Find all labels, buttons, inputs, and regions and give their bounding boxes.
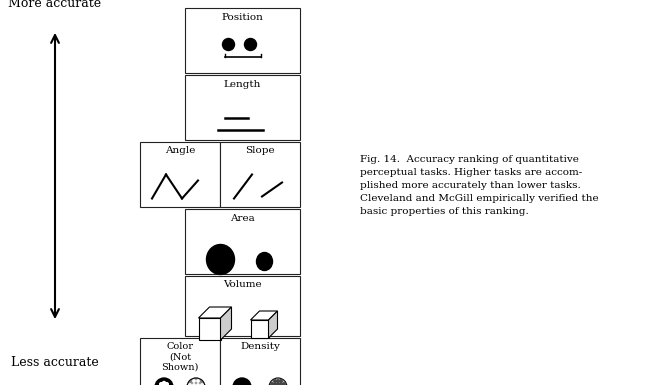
Bar — [250, 320, 269, 338]
Circle shape — [223, 38, 235, 50]
Text: Area: Area — [230, 214, 255, 223]
Circle shape — [269, 378, 287, 385]
Circle shape — [201, 384, 203, 385]
Text: Angle: Angle — [165, 146, 195, 155]
Circle shape — [197, 380, 199, 382]
Text: Slope: Slope — [245, 146, 275, 155]
Circle shape — [162, 382, 166, 385]
Bar — [140, 338, 220, 385]
Polygon shape — [198, 307, 231, 318]
Bar — [220, 338, 300, 385]
Text: Volume: Volume — [223, 280, 261, 289]
Bar — [185, 276, 300, 336]
Circle shape — [233, 378, 251, 385]
Bar — [185, 209, 300, 274]
Circle shape — [187, 378, 205, 385]
Polygon shape — [269, 311, 277, 338]
Text: Length: Length — [224, 80, 261, 89]
Ellipse shape — [256, 253, 273, 271]
Text: Fig. 14.  Accuracy ranking of quantitative: Fig. 14. Accuracy ranking of quantitativ… — [360, 155, 579, 164]
Circle shape — [274, 380, 276, 382]
Circle shape — [274, 383, 276, 385]
Text: Density: Density — [240, 342, 280, 351]
Circle shape — [197, 384, 199, 385]
Circle shape — [277, 380, 279, 382]
Circle shape — [283, 383, 285, 385]
Text: Position: Position — [221, 13, 263, 22]
Ellipse shape — [206, 244, 235, 275]
Text: Color
(Not
Shown): Color (Not Shown) — [162, 342, 198, 372]
Circle shape — [277, 383, 279, 385]
Circle shape — [160, 383, 163, 385]
Bar — [198, 318, 221, 340]
Circle shape — [244, 38, 256, 50]
Text: plished more accurately than lower tasks.: plished more accurately than lower tasks… — [360, 181, 581, 190]
Circle shape — [189, 384, 191, 385]
Bar — [140, 142, 220, 207]
Text: Cleveland and McGill empirically verified the: Cleveland and McGill empirically verifie… — [360, 194, 599, 203]
Circle shape — [280, 383, 283, 385]
Bar — [185, 75, 300, 140]
Circle shape — [280, 380, 283, 382]
Polygon shape — [250, 311, 277, 320]
Polygon shape — [221, 307, 231, 340]
Circle shape — [193, 380, 195, 382]
Bar — [220, 142, 300, 207]
Circle shape — [193, 384, 195, 385]
Text: basic properties of this ranking.: basic properties of this ranking. — [360, 207, 529, 216]
Text: Less accurate: Less accurate — [11, 356, 99, 369]
Circle shape — [155, 378, 173, 385]
Text: perceptual tasks. Higher tasks are accom-: perceptual tasks. Higher tasks are accom… — [360, 168, 582, 177]
Circle shape — [271, 383, 273, 385]
Text: More accurate: More accurate — [9, 0, 102, 10]
Bar — [185, 8, 300, 73]
Circle shape — [166, 383, 168, 385]
